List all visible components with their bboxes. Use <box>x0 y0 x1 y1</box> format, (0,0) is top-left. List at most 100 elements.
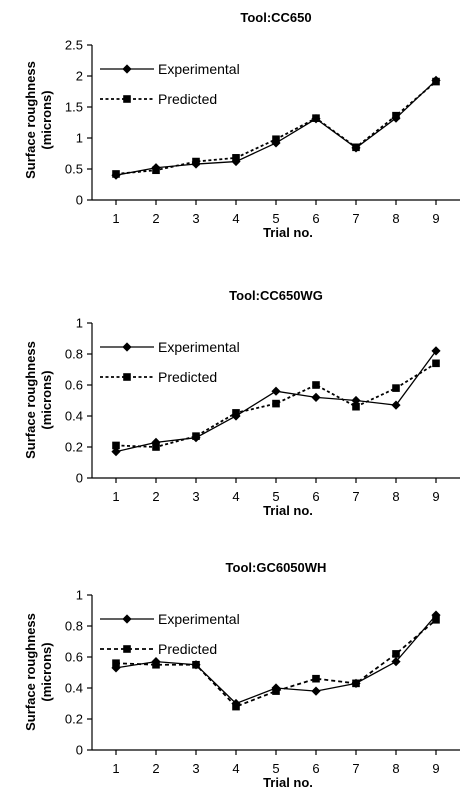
data-point-experimental <box>431 346 441 356</box>
x-tick-label: 7 <box>352 211 359 226</box>
series-line-predicted <box>115 619 437 708</box>
x-tick-label: 8 <box>392 761 399 776</box>
x-axis-label: Trial no. <box>263 775 313 790</box>
y-tick-label: 0 <box>76 471 83 486</box>
data-point-experimental <box>391 657 401 667</box>
legend-marker-experimental <box>122 342 132 352</box>
x-tick-label: 6 <box>312 211 319 226</box>
legend-label-experimental: Experimental <box>158 611 240 627</box>
chart-panel-1: Tool:CC650 0 0.5 1 1.5 2 2.5 1 2 3 4 5 6 7 8 9 Trial no.… <box>23 10 460 240</box>
y-tick-label: 0 <box>76 743 83 758</box>
x-axis-label: Trial no. <box>263 503 313 518</box>
legend-marker-predicted <box>123 95 131 103</box>
legend-label-experimental: Experimental <box>158 61 240 77</box>
data-point-predicted <box>432 616 440 624</box>
x-tick-label: 1 <box>112 211 119 226</box>
y-axis-label: Surface roughness(microns) <box>23 341 54 459</box>
data-point-predicted <box>112 170 120 178</box>
y-tick-label: 1 <box>76 316 83 331</box>
data-point-experimental <box>271 386 281 396</box>
data-point-predicted <box>392 650 400 658</box>
data-point-predicted <box>432 77 440 86</box>
legend-marker-experimental <box>122 64 132 74</box>
x-tick-label: 2 <box>152 489 159 504</box>
data-point-predicted <box>352 679 360 688</box>
data-point-experimental <box>311 686 321 696</box>
x-tick-label: 9 <box>432 489 439 504</box>
x-tick-label: 3 <box>192 211 199 226</box>
data-point-predicted <box>312 114 320 122</box>
y-tick-label: 0.8 <box>65 619 83 634</box>
x-tick-label: 8 <box>392 489 399 504</box>
chart-title: Tool:CC650WG <box>229 288 323 303</box>
y-tick-label: 0.2 <box>65 712 83 727</box>
x-tick-label: 8 <box>392 211 399 226</box>
x-tick-label: 4 <box>232 489 239 504</box>
data-point-predicted <box>192 432 200 440</box>
data-point-experimental <box>111 663 121 673</box>
y-tick-label: 1 <box>76 588 83 603</box>
x-tick-label: 7 <box>352 489 359 504</box>
y-axis-label: Surface roughness(microns) <box>23 61 54 179</box>
data-point-experimental <box>311 392 321 402</box>
chart-title: Tool:GC6050WH <box>226 560 327 575</box>
chart-title: Tool:CC650 <box>240 10 311 25</box>
data-point-predicted <box>272 399 280 408</box>
x-tick-label: 5 <box>272 211 279 226</box>
x-tick-label: 5 <box>272 761 279 776</box>
x-tick-label: 1 <box>112 489 119 504</box>
x-tick-label: 5 <box>272 489 279 504</box>
data-point-predicted <box>112 441 120 450</box>
y-tick-label: 0 <box>76 193 83 208</box>
data-point-predicted <box>312 381 320 389</box>
x-tick-label: 2 <box>152 211 159 226</box>
data-point-predicted <box>232 409 240 417</box>
data-point-predicted <box>112 659 120 667</box>
data-point-predicted <box>192 660 200 669</box>
y-axis-label: Surface roughness(microns) <box>23 613 54 731</box>
y-tick-label: 0.6 <box>65 650 83 665</box>
x-tick-label: 7 <box>352 761 359 776</box>
x-tick-label: 6 <box>312 761 319 776</box>
y-tick-label: 1 <box>76 131 83 146</box>
legend-label-predicted: Predicted <box>158 369 217 385</box>
y-tick-label: 0.4 <box>65 681 83 696</box>
y-tick-label: 2 <box>76 69 83 84</box>
data-point-predicted <box>152 443 160 451</box>
y-tick-label: 0.5 <box>65 162 83 177</box>
data-point-predicted <box>352 143 360 152</box>
data-point-predicted <box>272 135 280 144</box>
chart-panel-3: Tool:GC6050WH 0 0.2 0.4 0.6 0.8 1 1 2 3 4 5 6 7 8 9 Tria… <box>23 560 460 790</box>
data-point-predicted <box>232 702 240 711</box>
data-point-experimental <box>351 395 361 406</box>
y-tick-label: 0.8 <box>65 347 83 362</box>
legend-label-experimental: Experimental <box>158 339 240 355</box>
data-point-predicted <box>352 402 360 411</box>
x-tick-label: 4 <box>232 211 239 226</box>
x-tick-label: 6 <box>312 489 319 504</box>
data-point-predicted <box>232 154 240 162</box>
y-tick-label: 0.2 <box>65 440 83 455</box>
data-point-predicted <box>432 359 440 368</box>
legend-label-predicted: Predicted <box>158 641 217 657</box>
data-point-experimental <box>391 400 401 410</box>
x-tick-label: 9 <box>432 211 439 226</box>
series-line-predicted <box>115 362 437 448</box>
y-tick-label: 0.6 <box>65 378 83 393</box>
data-point-predicted <box>152 660 160 669</box>
y-tick-label: 0.4 <box>65 409 83 424</box>
data-point-predicted <box>312 674 320 683</box>
x-tick-label: 1 <box>112 761 119 776</box>
chart-panel-2: Tool:CC650WG 0 0.2 0.4 0.6 0.8 1 1 2 3 4 5 6 7 8 9 Trial… <box>23 288 460 518</box>
y-tick-label: 2.5 <box>65 38 83 53</box>
legend-marker-predicted <box>123 373 131 381</box>
data-point-experimental <box>111 447 121 457</box>
data-point-experimental <box>151 437 161 447</box>
legend-marker-predicted <box>123 645 131 653</box>
x-axis-label: Trial no. <box>263 225 313 240</box>
legend-label-predicted: Predicted <box>158 91 217 107</box>
data-point-predicted <box>272 687 280 695</box>
data-point-predicted <box>392 384 400 392</box>
x-tick-label: 3 <box>192 761 199 776</box>
